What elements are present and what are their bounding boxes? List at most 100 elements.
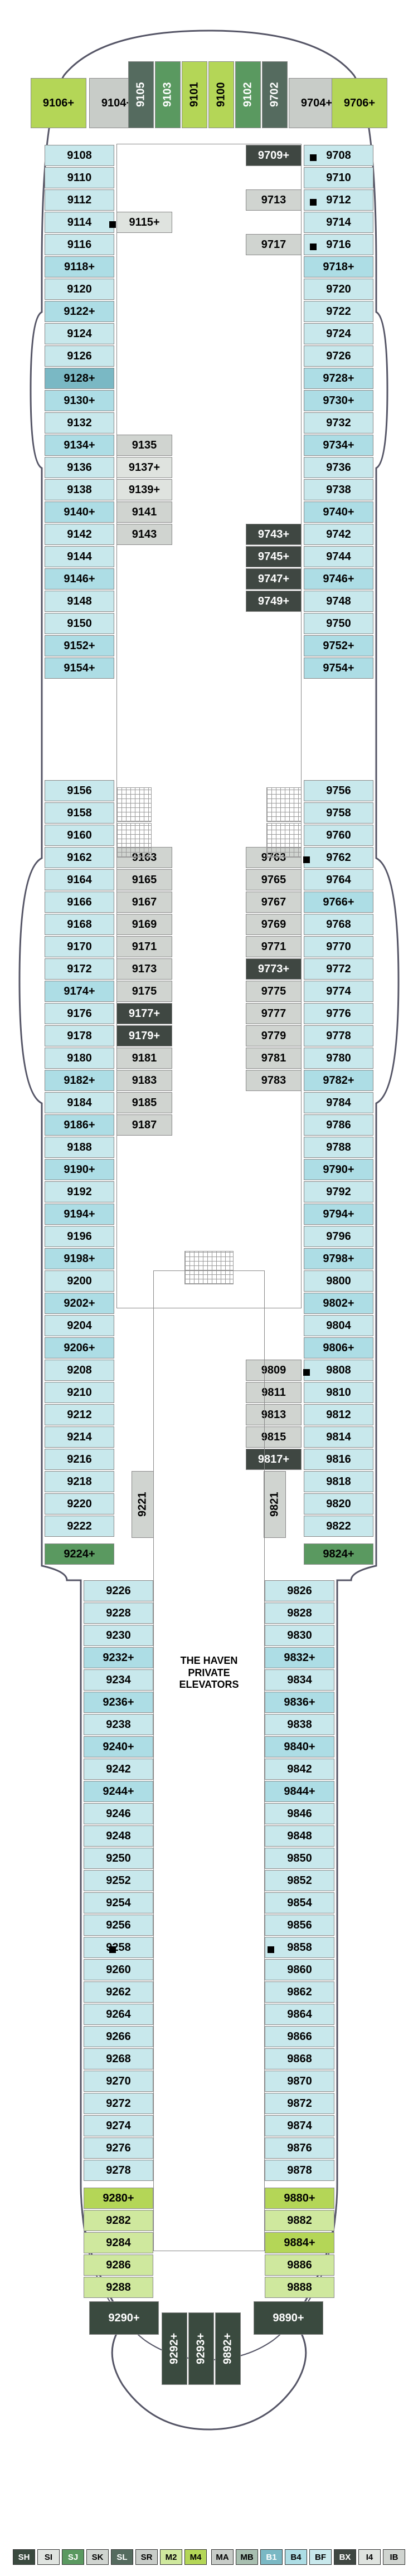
connector-marker <box>310 154 317 161</box>
cabin-9764: 9764 <box>304 869 373 890</box>
cabin-9138: 9138 <box>45 479 114 500</box>
cabin-9276: 9276 <box>84 2137 153 2159</box>
cabin-9282: 9282 <box>84 2210 153 2231</box>
cabin-9178: 9178 <box>45 1025 114 1046</box>
cabin-9808: 9808 <box>304 1360 373 1381</box>
cabin-9870: 9870 <box>265 2071 334 2092</box>
legend-M4: M4 <box>184 2549 207 2565</box>
cabin-9778: 9778 <box>304 1025 373 1046</box>
cabin-9248: 9248 <box>84 1825 153 1847</box>
cabin-9702: 9702 <box>262 61 288 128</box>
cabin-9820: 9820 <box>304 1493 373 1515</box>
cabin-9258: 9258 <box>84 1937 153 1958</box>
cabin-9242: 9242 <box>84 1759 153 1780</box>
cabin-9236: 9236+ <box>84 1692 153 1713</box>
cabin-9174: 9174+ <box>45 981 114 1002</box>
cabin-9792: 9792 <box>304 1181 373 1202</box>
cabin-9228: 9228 <box>84 1603 153 1624</box>
cabin-9862: 9862 <box>265 1981 334 2003</box>
cabin-9160: 9160 <box>45 825 114 846</box>
cabin-9806: 9806+ <box>304 1337 373 1358</box>
cabin-9268: 9268 <box>84 2048 153 2069</box>
cabin-9786: 9786 <box>304 1114 373 1136</box>
cabin-9836: 9836+ <box>265 1692 334 1713</box>
legend: SHSISJSKSLSRM2M4MAMBB1B4BFBXI4IB <box>0 2549 418 2565</box>
legend-I4: I4 <box>358 2549 381 2565</box>
cabin-9782: 9782+ <box>304 1070 373 1091</box>
cabin-9812: 9812 <box>304 1404 373 1425</box>
cabin-9796: 9796 <box>304 1226 373 1247</box>
legend-M2: M2 <box>160 2549 182 2565</box>
legend-B4: B4 <box>285 2549 307 2565</box>
cabin-9221: 9221 <box>132 1471 154 1538</box>
cabin-9286: 9286 <box>84 2254 153 2276</box>
cabin-9100: 9100 <box>208 61 234 128</box>
cabin-9790: 9790+ <box>304 1159 373 1180</box>
cabin-9830: 9830 <box>265 1625 334 1646</box>
cabin-9744: 9744 <box>304 546 373 567</box>
cabin-9106: 9106+ <box>31 78 86 128</box>
cabin-9822: 9822 <box>304 1516 373 1537</box>
cabin-9866: 9866 <box>265 2026 334 2047</box>
cabin-9234: 9234 <box>84 1669 153 1691</box>
cabin-9180: 9180 <box>45 1048 114 1069</box>
cabin-9850: 9850 <box>265 1848 334 1869</box>
legend-MA: MA <box>211 2549 234 2565</box>
cabin-9821: 9821 <box>264 1471 286 1538</box>
cabin-9112: 9112 <box>45 189 114 211</box>
cabin-9888: 9888 <box>265 2277 334 2298</box>
cabin-9732: 9732 <box>304 412 373 434</box>
cabin-9710: 9710 <box>304 167 373 188</box>
cabin-9240: 9240+ <box>84 1736 153 1757</box>
cabin-9784: 9784 <box>304 1092 373 1113</box>
cabin-9192: 9192 <box>45 1181 114 1202</box>
legend-MB: MB <box>236 2549 258 2565</box>
cabin-9848: 9848 <box>265 1825 334 1847</box>
cabin-9772: 9772 <box>304 958 373 980</box>
deck-plan: 910891109112911491169118+91209122+912491… <box>0 0 418 2576</box>
cabin-9230: 9230 <box>84 1625 153 1646</box>
cabin-9170: 9170 <box>45 936 114 957</box>
cabin-9244: 9244+ <box>84 1781 153 1802</box>
cabin-9288: 9288 <box>84 2277 153 2298</box>
cabin-9826: 9826 <box>265 1580 334 1601</box>
cabin-9748: 9748 <box>304 591 373 612</box>
cabin-9130: 9130+ <box>45 390 114 411</box>
cabin-9254: 9254 <box>84 1892 153 1913</box>
cabin-9776: 9776 <box>304 1003 373 1024</box>
cabin-9754: 9754+ <box>304 658 373 679</box>
cabin-9186: 9186+ <box>45 1114 114 1136</box>
connector-marker <box>109 221 116 228</box>
cabin-9172: 9172 <box>45 958 114 980</box>
cabin-9274: 9274 <box>84 2115 153 2136</box>
cabin-9126: 9126 <box>45 345 114 367</box>
cabin-9882: 9882 <box>265 2210 334 2231</box>
cabin-9164: 9164 <box>45 869 114 890</box>
cabin-9200: 9200 <box>45 1270 114 1292</box>
cabin-9158: 9158 <box>45 802 114 824</box>
cabin-9768: 9768 <box>304 914 373 935</box>
cabin-9210: 9210 <box>45 1382 114 1403</box>
cabin-9204: 9204 <box>45 1315 114 1336</box>
cabin-9114: 9114 <box>45 212 114 233</box>
cabin-9154: 9154+ <box>45 658 114 679</box>
box <box>116 144 302 1308</box>
cabin-9892: 9892+ <box>215 2312 241 2385</box>
cabin-9118: 9118+ <box>45 256 114 277</box>
cabin-9101: 9101 <box>182 61 207 128</box>
cabin-9774: 9774 <box>304 981 373 1002</box>
cabin-9196: 9196 <box>45 1226 114 1247</box>
cabin-9814: 9814 <box>304 1426 373 1448</box>
cabin-9828: 9828 <box>265 1603 334 1624</box>
cabin-9880: 9880+ <box>265 2188 334 2209</box>
cabin-9706: 9706+ <box>332 78 387 128</box>
cabin-9150: 9150 <box>45 613 114 634</box>
cabin-9220: 9220 <box>45 1493 114 1515</box>
cabin-9152: 9152+ <box>45 635 114 656</box>
cabin-9216: 9216 <box>45 1449 114 1470</box>
cabin-9780: 9780 <box>304 1048 373 1069</box>
cabin-9818: 9818 <box>304 1471 373 1492</box>
cabin-9102: 9102 <box>235 61 261 128</box>
cabin-9864: 9864 <box>265 2004 334 2025</box>
cabin-9176: 9176 <box>45 1003 114 1024</box>
